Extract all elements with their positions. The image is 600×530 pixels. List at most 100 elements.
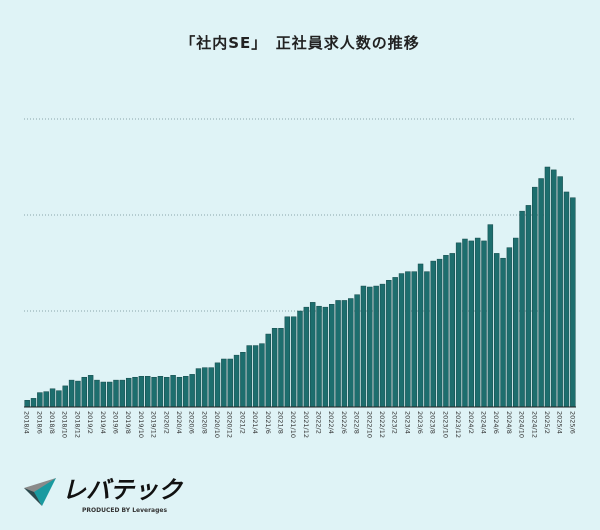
bar-2021/6 <box>265 333 272 408</box>
bar-2018/8 <box>49 388 56 408</box>
bar-2020/5 <box>183 376 189 408</box>
bar-2023/5 <box>411 271 417 408</box>
bar-2019/9 <box>132 376 138 408</box>
bar-2022/3 <box>322 306 329 408</box>
logo-mark-dark <box>24 488 42 506</box>
bar-2019/5 <box>106 381 113 408</box>
bar-2024/3 <box>474 237 481 408</box>
x-tick-label: 2022/12 <box>378 411 386 438</box>
bar-chart: 2018/4 2018/6 2018/8 2018/10 2018/12 2019/2 20… <box>23 118 576 438</box>
bar-2019/3 <box>94 379 100 408</box>
x-tick-label: 2023/10 <box>441 411 449 438</box>
bar-2025/6 <box>570 197 576 408</box>
bar-2021/12 <box>303 306 310 408</box>
x-tick-label: 2022/2 <box>315 411 323 434</box>
bar-2024/9 <box>512 237 519 408</box>
bar-2023/4 <box>405 271 411 408</box>
bar-2021/7 <box>271 328 278 408</box>
bar-2022/5 <box>335 300 341 408</box>
bar-2022/9 <box>360 285 367 408</box>
x-tick-label: 2023/6 <box>416 411 424 434</box>
bar-2018/7 <box>43 391 49 408</box>
x-tick-label: 2018/4 <box>23 411 31 434</box>
bar-2024/1 <box>462 238 468 408</box>
x-tick-label: 2022/6 <box>340 411 348 434</box>
bar-2018/4 <box>24 400 30 408</box>
x-tick-label: 2023/4 <box>403 411 411 434</box>
bar-2020/11 <box>221 358 227 408</box>
bar-2019/6 <box>113 379 119 408</box>
x-tick-label: 2024/6 <box>492 411 500 434</box>
x-tick-label: 2019/6 <box>112 411 120 434</box>
bar-2020/12 <box>227 358 233 408</box>
bar-2023/2 <box>392 277 398 408</box>
bar-2019/12 <box>151 376 157 408</box>
bar-2018/9 <box>56 390 62 408</box>
bar-2023/10 <box>443 255 449 408</box>
bar-2018/12 <box>75 380 81 408</box>
bar-2025/2 <box>544 166 551 408</box>
x-tick-label: 2020/8 <box>200 411 208 434</box>
bar-2021/11 <box>297 310 303 408</box>
bar-2020/3 <box>170 375 176 408</box>
x-tick-label: 2021/10 <box>289 411 297 438</box>
bar-2020/7 <box>195 368 202 408</box>
bar-2020/6 <box>189 374 195 408</box>
bar-2020/10 <box>214 362 221 408</box>
bar-2020/4 <box>176 376 183 408</box>
bar-2025/4 <box>557 176 563 408</box>
bar-2023/7 <box>424 271 430 408</box>
bar-2024/5 <box>487 224 494 408</box>
bar-2024/10 <box>519 210 525 408</box>
bar-2018/5 <box>30 398 37 408</box>
x-tick-label: 2019/2 <box>86 411 94 434</box>
x-tick-label: 2020/2 <box>162 411 170 434</box>
x-tick-label: 2023/12 <box>454 411 462 438</box>
bar-2023/9 <box>436 258 443 408</box>
bar-2022/12 <box>379 283 386 408</box>
bar-2020/1 <box>157 376 164 408</box>
bar-2023/12 <box>455 242 462 408</box>
x-tick-label: 2020/6 <box>188 411 196 434</box>
bar-2019/8 <box>125 377 132 408</box>
bar-2021/2 <box>240 352 246 408</box>
x-tick-label: 2021/8 <box>276 411 284 434</box>
bar-2023/8 <box>430 260 436 408</box>
x-tick-label: 2019/8 <box>124 411 132 434</box>
bar-2021/3 <box>246 345 252 408</box>
bar-2022/2 <box>316 305 322 408</box>
x-tick-label: 2019/4 <box>99 411 107 434</box>
x-tick-label: 2019/12 <box>150 411 158 438</box>
x-tick-label: 2018/12 <box>73 411 81 438</box>
logo-mark-teal <box>34 478 56 506</box>
x-tick-label: 2018/8 <box>48 411 56 434</box>
chart-title: 「社内SE」 正社員求人数の推移 <box>180 34 420 52</box>
x-tick-label: 2020/10 <box>213 411 221 438</box>
bar-2022/8 <box>354 294 360 408</box>
bar-2022/11 <box>373 285 379 408</box>
bar-2021/8 <box>278 328 284 408</box>
bar-2021/1 <box>233 354 240 408</box>
x-tick-label: 2021/6 <box>264 411 272 434</box>
bar-2021/4 <box>252 345 259 408</box>
x-tick-label: 2021/4 <box>251 411 259 434</box>
bar-2019/1 <box>81 376 88 408</box>
x-tick-label: 2024/12 <box>530 411 538 438</box>
x-tick-label: 2020/12 <box>226 411 234 438</box>
x-tick-label: 2018/10 <box>61 411 69 438</box>
bar-2021/10 <box>290 316 297 408</box>
bar-2025/1 <box>538 178 544 408</box>
bar-2020/9 <box>208 367 214 408</box>
bar-2022/4 <box>328 304 335 408</box>
logo-text: レバテック <box>62 476 184 504</box>
x-tick-label: 2025/4 <box>556 411 564 434</box>
x-tick-label: 2019/10 <box>137 411 145 438</box>
bar-2024/4 <box>481 240 487 408</box>
bar-2018/6 <box>37 392 43 408</box>
bar-2024/11 <box>525 205 532 408</box>
x-tick-label: 2020/4 <box>175 411 183 434</box>
bar-2025/3 <box>551 169 557 408</box>
bar-2024/7 <box>500 257 506 408</box>
bar-2021/9 <box>284 316 291 408</box>
bar-2022/7 <box>348 298 354 408</box>
